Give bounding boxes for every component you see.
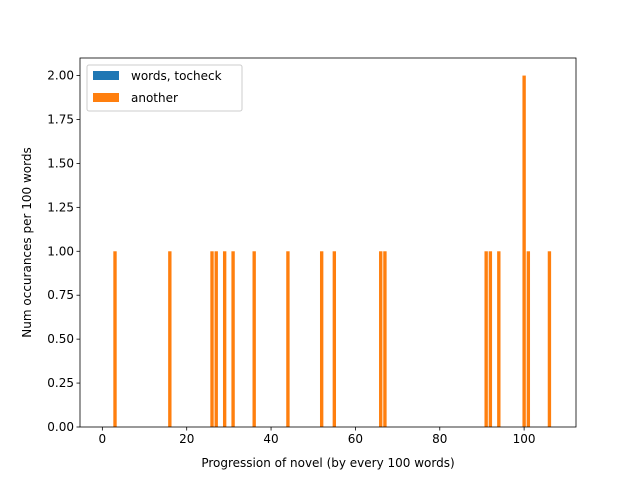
- y-axis-ticks: 0.00 0.25 0.50 0.75 1.00 1.25 1.50 1.75 2.00: [47, 69, 80, 434]
- legend-swatch-another: [93, 93, 119, 102]
- legend-swatch-words-tocheck: [93, 71, 119, 80]
- x-tick-label: 0: [99, 432, 107, 446]
- bar-another: [497, 251, 501, 427]
- bar-another: [214, 251, 218, 427]
- bar-another: [286, 251, 290, 427]
- bar-another: [113, 251, 117, 427]
- bar-another: [252, 251, 256, 427]
- y-tick-label: 0.50: [47, 332, 74, 346]
- legend-label-words-tocheck: words, tocheck: [131, 69, 222, 83]
- legend-box: [86, 64, 243, 112]
- x-tick-label: 40: [263, 432, 278, 446]
- y-tick-label: 1.50: [47, 156, 74, 170]
- axes-frame: [79, 57, 577, 428]
- bar-another: [319, 251, 324, 427]
- x-axis-ticks: 0 20 40 60 80 100: [99, 427, 536, 446]
- bar-another: [332, 251, 337, 427]
- y-tick-label: 0.25: [47, 376, 74, 390]
- bar-another: [168, 251, 172, 427]
- bar-another: [222, 251, 227, 427]
- y-tick-label: 1.25: [47, 200, 74, 214]
- y-tick-label: 1.75: [47, 113, 74, 127]
- y-tick-label: 1.00: [47, 244, 74, 258]
- bar-another: [484, 251, 488, 427]
- bar-another: [383, 251, 387, 427]
- bars-layer: [113, 75, 552, 427]
- y-tick-label: 2.00: [47, 69, 74, 83]
- y-tick-label: 0.00: [47, 420, 74, 434]
- legend-label-another: another: [131, 91, 178, 105]
- bar-another: [231, 251, 235, 427]
- bar-another: [488, 251, 493, 427]
- bar-another: [522, 75, 526, 427]
- plot-area: 0 20 40 60 80 100 0.00 0.25 0.50 0.75 1.00 1.25 1.5…: [47, 57, 577, 446]
- legend: words, tocheck another: [86, 64, 243, 112]
- x-tick-label: 100: [513, 432, 536, 446]
- x-tick-label: 60: [348, 432, 363, 446]
- bar-another: [210, 251, 214, 427]
- bar-another: [526, 251, 531, 427]
- y-axis-label: Num occurances per 100 words: [20, 147, 34, 337]
- x-tick-label: 80: [432, 432, 447, 446]
- x-tick-label: 20: [179, 432, 194, 446]
- y-tick-label: 0.75: [47, 288, 74, 302]
- bar-another: [547, 251, 552, 427]
- bar-another: [379, 251, 383, 427]
- x-axis-label: Progression of novel (by every 100 words…: [201, 456, 454, 470]
